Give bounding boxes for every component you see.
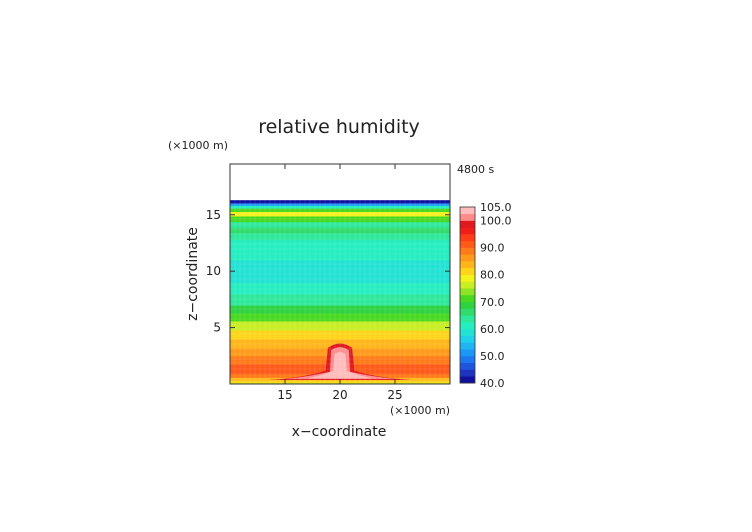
x-tick-label: 15 (277, 388, 292, 402)
colorbar-swatch (460, 328, 475, 336)
colorbar-label: 70.0 (480, 296, 505, 309)
rh-band (230, 293, 450, 306)
rh-band (230, 232, 450, 241)
colorbar-swatch (460, 308, 475, 316)
colorbar-swatch (460, 267, 475, 275)
colorbar-label: 60.0 (480, 323, 505, 336)
colorbar-frame (459, 206, 476, 384)
x-axis: 15 20 25 (277, 164, 403, 402)
grid-lines (230, 164, 450, 384)
colorbar-swatch (460, 322, 475, 330)
rh-band (230, 282, 450, 295)
colorbar-label: 105.0 (480, 201, 512, 214)
colorbar-swatch (460, 288, 475, 296)
rh-band (230, 205, 450, 209)
plume-center (307, 351, 373, 379)
colorbar-swatch (460, 362, 475, 370)
colorbar-swatch (460, 240, 475, 248)
rh-band (230, 271, 450, 284)
rh-band (230, 259, 450, 272)
x-axis-label: x−coordinate (292, 424, 387, 440)
z-axis: 5 10 15 (206, 208, 450, 335)
colorbar-swatch (460, 342, 475, 350)
colorbar-swatch (460, 254, 475, 262)
colorbar-swatch (460, 349, 475, 357)
rh-band (230, 312, 450, 322)
colorbar-label: 100.0 (480, 215, 512, 228)
rh-band (230, 305, 450, 314)
colorbar-swatch (460, 281, 475, 289)
colorbar-swatch (460, 376, 475, 384)
rh-band (230, 164, 450, 201)
rh-band (230, 203, 450, 206)
colorbar-swatch (460, 295, 475, 303)
colorbar-swatch (460, 220, 475, 228)
rh-band (230, 211, 450, 217)
colorbar-swatch (460, 369, 475, 377)
colorbar-swatch (460, 274, 475, 282)
z-tick-label: 5 (213, 321, 221, 335)
x-axis-unit: (×1000 m) (390, 404, 450, 417)
z-axis-label: z−coordinate (185, 227, 201, 321)
colorbar-swatch (460, 227, 475, 235)
z-axis-unit: (×1000 m) (168, 139, 228, 152)
colorbar-swatch (460, 355, 475, 363)
colorbar-swatch (460, 213, 475, 221)
colorbar-label: 90.0 (480, 242, 505, 255)
chart-title: relative humidity (258, 116, 420, 138)
rh-band (230, 208, 450, 212)
z-tick-label: 15 (206, 208, 221, 222)
x-tick-label: 20 (332, 388, 347, 402)
colorbar-swatch (460, 261, 475, 269)
rh-band (230, 248, 450, 261)
x-tick-label: 25 (387, 388, 402, 402)
rh-band (230, 201, 450, 203)
colorbar-swatch (460, 315, 475, 323)
colorbar-label: 80.0 (480, 269, 505, 282)
rh-band (230, 221, 450, 228)
rh-band (230, 202, 450, 205)
colorbar-swatch (460, 234, 475, 242)
colorbar-swatch (460, 335, 475, 343)
rh-band (230, 227, 450, 234)
colorbar-swatch (460, 247, 475, 255)
rh-band (230, 239, 450, 250)
rh-band (230, 320, 450, 331)
colorbar-label: 50.0 (480, 350, 505, 363)
colorbar-label: 40.0 (480, 377, 505, 390)
colorbar-swatch (460, 301, 475, 309)
rh-band (230, 329, 450, 340)
z-tick-label: 10 (206, 264, 221, 278)
rh-band (230, 215, 450, 223)
contour-field (230, 164, 450, 384)
colorbar-swatch (460, 207, 475, 215)
time-label: 4800 s (457, 163, 494, 176)
rh-band (230, 200, 450, 202)
